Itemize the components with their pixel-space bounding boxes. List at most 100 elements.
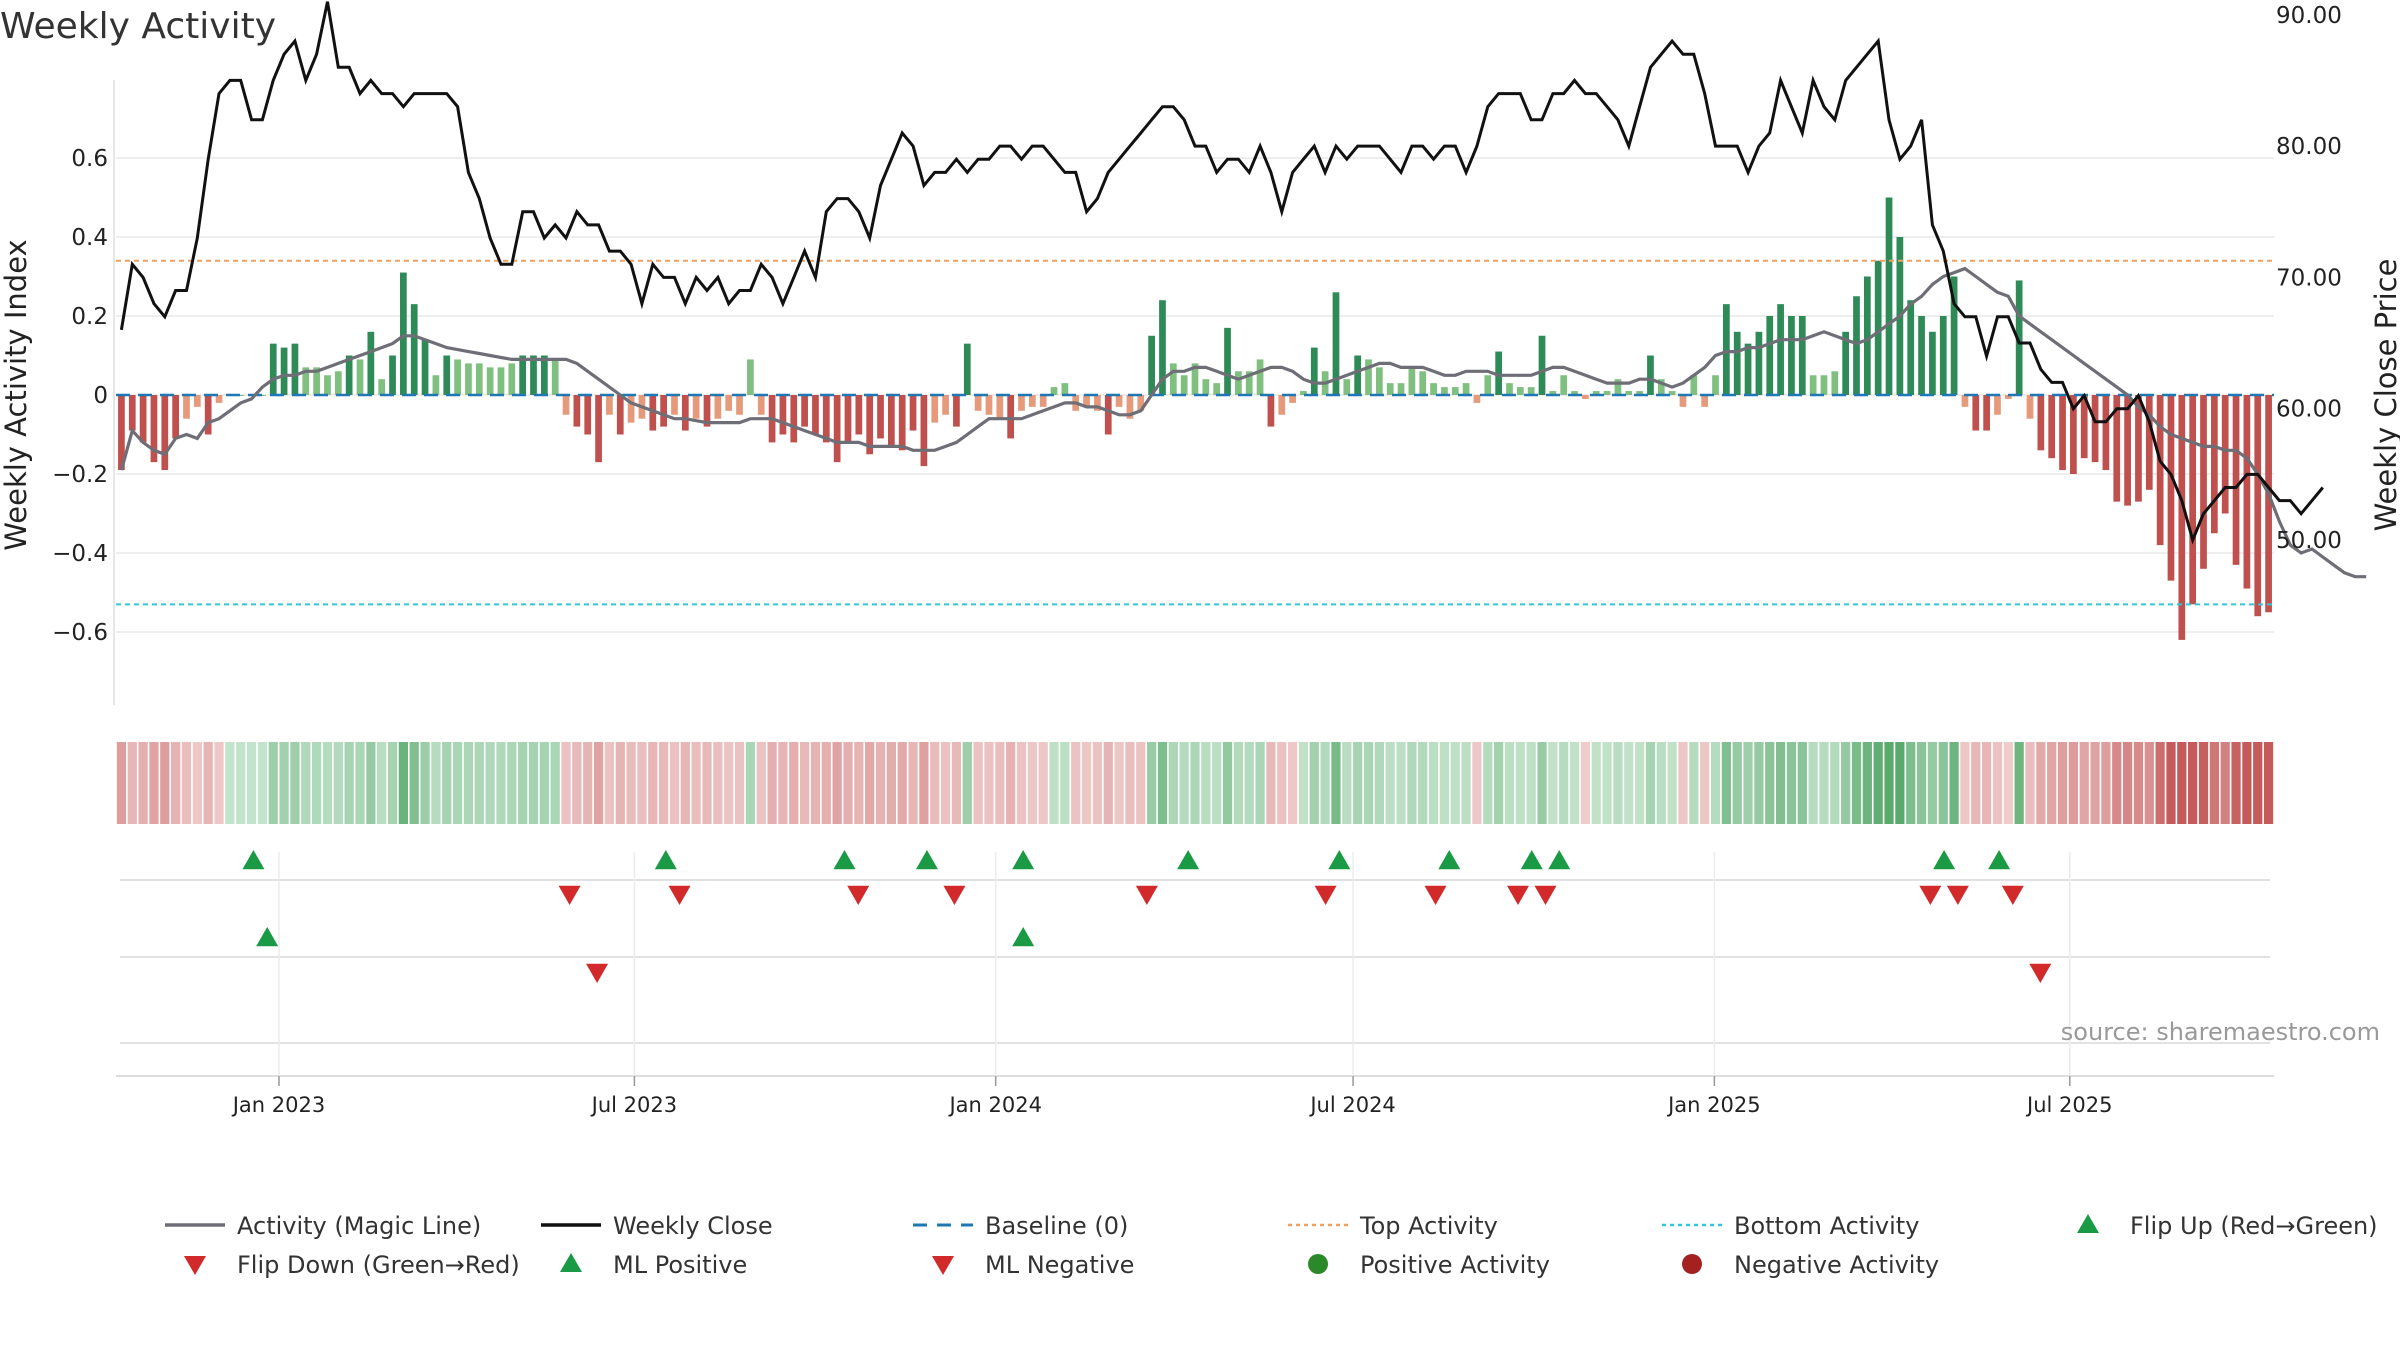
heat-cell: [1374, 742, 1384, 824]
heat-cell: [1233, 742, 1243, 824]
heat-cell: [474, 742, 484, 824]
heat-cell: [1277, 742, 1287, 824]
flip-up-marker: [833, 850, 856, 870]
heat-cell: [431, 742, 441, 824]
flip-down-marker: [1314, 885, 1337, 905]
heat-cell: [1038, 742, 1048, 824]
flip-down-marker: [1946, 885, 1969, 905]
activity-bar: [1647, 355, 1654, 395]
heat-cell: [1439, 742, 1450, 824]
activity-bar: [324, 375, 331, 395]
legend-item: Negative Activity: [1682, 1251, 1939, 1279]
activity-bar: [1560, 375, 1568, 395]
heat-cell: [160, 742, 170, 824]
flip-down-marker: [1534, 885, 1557, 905]
activity-bar: [1744, 343, 1752, 395]
heat-cell: [171, 742, 181, 824]
activity-bar: [313, 367, 320, 395]
y-tick-label: 0.6: [71, 146, 108, 172]
activity-bar: [1028, 395, 1036, 407]
activity-bar: [985, 395, 993, 415]
flip-down-marker: [943, 885, 966, 905]
activity-bar: [1365, 359, 1372, 395]
activity-bar: [1462, 383, 1470, 395]
reference-lines: [116, 259, 2274, 606]
legend-label: Weekly Close: [613, 1212, 773, 1240]
heat-cell: [908, 742, 918, 824]
legend-label: ML Positive: [613, 1251, 747, 1279]
legend-item: Positive Activity: [1308, 1251, 1550, 1279]
activity-bar: [963, 343, 971, 395]
heat-cell: [127, 742, 137, 824]
heat-cell: [1613, 742, 1623, 824]
activity-bar: [161, 395, 169, 471]
heat-cell: [1298, 742, 1309, 824]
activity-bar: [1766, 316, 1774, 395]
heat-cell: [799, 742, 810, 824]
heat-cell: [1363, 742, 1374, 824]
activity-bar: [584, 395, 592, 435]
heat-cell: [1645, 742, 1656, 824]
heat-cell: [572, 742, 582, 824]
heat-cell: [1071, 742, 1081, 824]
legend-swatch-circle: [1682, 1254, 1702, 1274]
heat-cell: [149, 742, 159, 824]
activity-bar: [920, 395, 928, 467]
heat-cell: [2198, 742, 2209, 824]
flip-up-marker: [1988, 850, 2011, 870]
heat-cell: [311, 742, 322, 824]
activity-bar: [2048, 395, 2056, 459]
activity-bar: [573, 395, 581, 427]
x-tick-label: Jan 2025: [1666, 1093, 1761, 1117]
heat-cell: [2209, 742, 2219, 824]
legend-swatch-circle: [1308, 1254, 1328, 1274]
activity-bar: [551, 359, 559, 395]
heat-cell: [398, 742, 408, 824]
heat-cell: [1819, 742, 1829, 824]
heat-cell: [1353, 742, 1363, 824]
y-tick-label: −0.4: [52, 541, 108, 567]
heat-cell: [930, 742, 940, 824]
heat-cell: [767, 742, 777, 824]
heat-cell: [1222, 742, 1233, 824]
legend: Activity (Magic Line) Weekly Close Baselin…: [165, 1212, 2378, 1279]
heat-cell: [2090, 742, 2100, 824]
heat-cell: [1960, 742, 1970, 824]
legend-label: Activity (Magic Line): [237, 1212, 481, 1240]
heat-cell: [344, 742, 354, 824]
activity-bar: [844, 395, 852, 443]
axes: 0.6 0.4 0.2 0 −0.2 −0.4 −0.6 90.00 80.00 70.00 60.…: [0, 3, 2400, 705]
heat-cell: [1906, 742, 1916, 824]
activity-bar: [877, 395, 884, 439]
activity-bar: [1516, 387, 1524, 395]
y-tick-label: 0.2: [71, 304, 108, 330]
heat-cell: [1461, 742, 1471, 824]
activity-bar: [465, 363, 472, 395]
legend-item: Top Activity: [1288, 1212, 1498, 1240]
heat-cell: [561, 742, 571, 824]
flip-up-marker: [1548, 850, 1571, 870]
heat-cell: [951, 742, 962, 824]
activity-bar: [2243, 395, 2251, 589]
activity-bar: [454, 359, 461, 395]
activity-bar: [2167, 395, 2175, 581]
activity-bar: [1050, 387, 1058, 395]
activity-bar: [2124, 395, 2131, 506]
magic-line: [119, 266, 2367, 579]
x-tick-label: Jul 2024: [1308, 1093, 1395, 1117]
flip-up-marker: [1933, 850, 1956, 870]
heat-cell: [1710, 742, 1721, 824]
activity-bar: [898, 395, 906, 451]
heat-cell: [1342, 742, 1352, 824]
heat-cell: [1081, 742, 1092, 824]
heat-cell: [1201, 742, 1211, 824]
heat-cell: [637, 742, 647, 824]
heat-cell: [1136, 742, 1146, 824]
activity-bar: [2254, 395, 2262, 617]
activity-bar: [1972, 395, 1980, 431]
heat-cell: [1526, 742, 1536, 824]
heat-cell: [1689, 742, 1699, 824]
heat-cell: [1103, 742, 1113, 824]
activity-bar: [1733, 331, 1741, 395]
legend-label: Positive Activity: [1360, 1251, 1550, 1279]
